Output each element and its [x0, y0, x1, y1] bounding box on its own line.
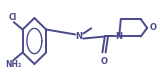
Text: N: N [116, 32, 123, 41]
Text: Cl: Cl [9, 13, 17, 22]
Text: N: N [76, 32, 83, 41]
Text: O: O [150, 23, 157, 32]
Text: NH₂: NH₂ [5, 60, 21, 69]
Text: O: O [100, 57, 108, 66]
